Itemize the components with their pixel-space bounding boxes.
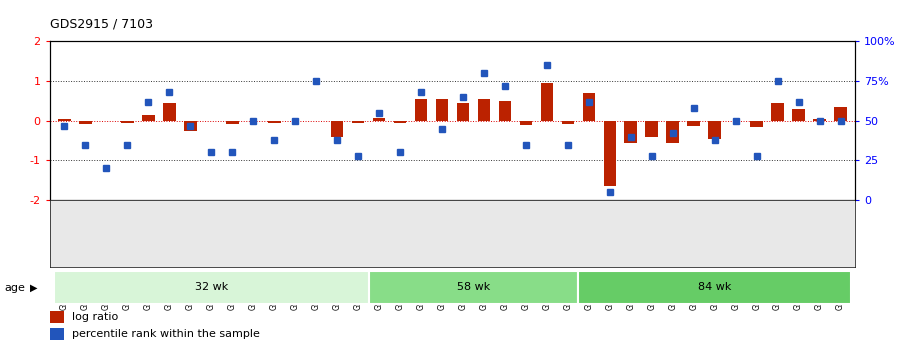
Bar bbox=[58, 119, 71, 121]
Bar bbox=[394, 121, 406, 123]
Bar bbox=[604, 121, 616, 186]
FancyBboxPatch shape bbox=[368, 271, 578, 304]
Bar bbox=[709, 121, 721, 139]
Bar bbox=[688, 121, 700, 126]
Bar bbox=[414, 99, 427, 121]
Bar bbox=[121, 121, 134, 123]
Bar bbox=[163, 103, 176, 121]
FancyBboxPatch shape bbox=[578, 271, 851, 304]
Bar bbox=[750, 121, 763, 127]
Bar bbox=[50, 310, 64, 323]
Bar bbox=[562, 121, 574, 124]
Bar bbox=[792, 109, 805, 121]
Bar bbox=[226, 121, 239, 124]
Bar bbox=[268, 121, 281, 123]
Text: 58 wk: 58 wk bbox=[457, 282, 491, 292]
Text: age: age bbox=[5, 283, 25, 293]
Bar bbox=[666, 121, 679, 142]
Text: log ratio: log ratio bbox=[72, 312, 119, 322]
FancyBboxPatch shape bbox=[54, 271, 368, 304]
Bar bbox=[79, 121, 91, 124]
Bar bbox=[184, 121, 196, 131]
Bar bbox=[435, 99, 448, 121]
Bar bbox=[478, 99, 491, 121]
Bar bbox=[352, 121, 365, 123]
Text: ▶: ▶ bbox=[30, 283, 37, 293]
Bar bbox=[373, 118, 386, 121]
Text: GDS2915 / 7103: GDS2915 / 7103 bbox=[50, 17, 153, 30]
Text: 32 wk: 32 wk bbox=[195, 282, 228, 292]
Bar bbox=[540, 83, 553, 121]
Bar bbox=[834, 107, 847, 121]
Bar bbox=[499, 101, 511, 121]
Bar bbox=[771, 103, 784, 121]
Bar bbox=[583, 93, 595, 121]
Bar bbox=[519, 121, 532, 125]
Bar bbox=[645, 121, 658, 137]
Text: 84 wk: 84 wk bbox=[698, 282, 731, 292]
Text: percentile rank within the sample: percentile rank within the sample bbox=[72, 329, 261, 339]
Bar bbox=[142, 115, 155, 121]
Bar bbox=[331, 121, 343, 137]
Bar bbox=[457, 103, 470, 121]
Bar bbox=[624, 121, 637, 142]
Bar bbox=[50, 328, 64, 340]
Bar bbox=[814, 119, 826, 121]
